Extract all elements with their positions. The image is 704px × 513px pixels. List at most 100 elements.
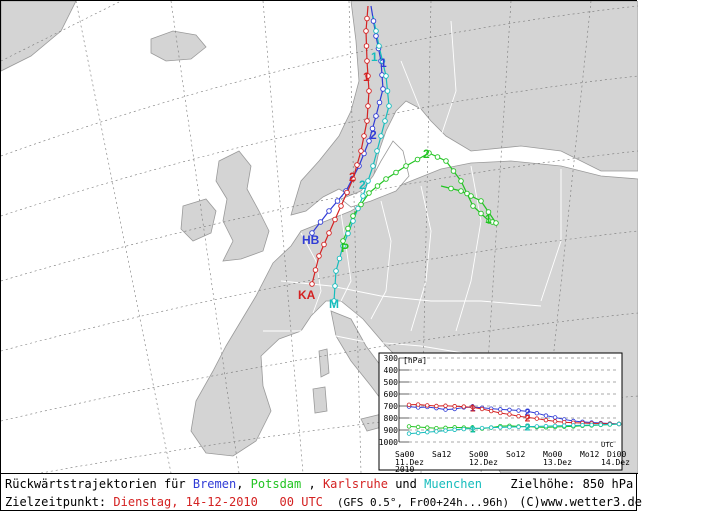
inset-series-point — [534, 424, 540, 429]
trajectory-point — [478, 210, 484, 217]
inset-series-point — [516, 424, 521, 430]
inset-series-point — [434, 403, 439, 409]
trajectory-point — [334, 198, 341, 204]
trajectory-point — [365, 73, 371, 79]
inset-series-point — [552, 415, 558, 420]
inset-series-point — [534, 411, 540, 416]
trajectory-point — [426, 150, 432, 156]
target-height: Zielhöhe: 850 hPa — [510, 477, 634, 491]
trajectory-point — [383, 176, 389, 182]
trajectory-point — [316, 253, 322, 259]
inset-y-tick-label: 800 — [384, 414, 399, 423]
inset-x-tick-label: So00 — [469, 450, 488, 459]
trajectory-point — [358, 148, 364, 154]
trajectory-point — [378, 133, 384, 139]
trajectory-point — [379, 58, 386, 64]
inset-x-tick-label: Sa12 — [432, 450, 451, 459]
label-karlsruhe: KA — [298, 288, 316, 302]
day-marker-potsdam-1: 1 — [485, 212, 492, 226]
inset-series-point — [470, 405, 476, 410]
inset-series-point — [415, 402, 421, 407]
trajectory-point — [370, 18, 377, 24]
inset-day-marker: 2 — [525, 407, 531, 418]
caption: Rückwärtstrajektorien für Bremen, Potsda… — [1, 473, 642, 512]
trajectory-point — [365, 178, 371, 184]
trajectory-point — [470, 203, 476, 209]
inset-series-point — [543, 413, 549, 418]
caption-title-prefix: Rückwärtstrajektorien für — [5, 477, 186, 491]
inset-y-tick-label: 700 — [384, 402, 399, 411]
label-muenchen: M — [329, 297, 339, 311]
trajectory-point — [366, 88, 372, 94]
trajectory-point — [365, 103, 371, 109]
trajectory-point — [434, 154, 441, 160]
country-borders — [263, 20, 562, 357]
inset-y-tick-label: 300 — [384, 354, 399, 363]
trajectory-point — [403, 163, 409, 169]
inset-series-point — [479, 425, 485, 431]
inset-y-tick-label: 500 — [384, 378, 399, 387]
target-time-value: Dienstag, 14-12-2010 00 UTC — [113, 495, 323, 509]
trajectory-point — [369, 125, 376, 132]
trajectory-point — [344, 189, 350, 196]
inset-series-point — [507, 407, 512, 413]
inset-series-point — [598, 422, 603, 427]
inset-series-point — [415, 430, 421, 436]
trajectory-point — [383, 73, 389, 79]
weather-map-frame: HB P KA M 1 2 1 2 1 2 1 2 300 400 500 600 70… — [0, 0, 642, 512]
inset-series-point — [479, 406, 485, 412]
trajectory-point — [493, 220, 499, 226]
inset-series-point — [415, 424, 421, 430]
trajectory-point — [464, 190, 470, 197]
copyright: (C)www.wetter3.de — [519, 495, 642, 509]
trajectory-point — [326, 208, 332, 214]
inset-day-marker: 2 — [525, 423, 531, 434]
inset-series-point — [470, 426, 476, 431]
trajectory-point — [363, 43, 370, 49]
inset-x-date-label: 13.Dez — [543, 458, 572, 467]
trajectory-point — [364, 118, 370, 124]
trajectory-point — [373, 113, 379, 119]
trajectory-point — [333, 268, 339, 274]
day-marker-karlsruhe-2: 2 — [349, 170, 356, 184]
inset-y-ticks: 300 400 500 600 700 800 900 1000 — [379, 354, 398, 447]
city-potsdam: Potsdam — [250, 477, 302, 491]
inset-series-point — [534, 416, 540, 421]
inset-series-point — [562, 419, 567, 425]
inset-series-point — [498, 407, 503, 412]
inset-series-point — [516, 414, 521, 419]
trajectory-point — [361, 133, 367, 139]
inset-x-tick-label: Mo12 — [580, 450, 599, 459]
inset-series-point — [525, 409, 530, 414]
trajectory-markers — [309, 15, 499, 304]
caption-and: und — [395, 477, 417, 491]
inset-series-point — [406, 424, 412, 429]
trajectory-point — [350, 213, 356, 219]
inset-y-tick-label: 1000 — [379, 438, 398, 447]
trajectory-point — [366, 138, 372, 144]
inset-x-date-label: 14.Dez — [601, 458, 630, 467]
trajectory-point — [468, 193, 474, 199]
inset-series-point — [443, 428, 448, 433]
inset-y-tick-label: 900 — [384, 426, 399, 435]
city-bremen: Bremen — [192, 477, 237, 491]
trajectory-point — [317, 219, 324, 225]
inset-y-tick-label: 400 — [384, 366, 399, 375]
trajectory-point — [374, 148, 380, 154]
inset-series-point — [425, 429, 430, 435]
inset-series-point — [552, 423, 558, 429]
day-marker-bremen-1: 1 — [380, 56, 387, 70]
inset-series-point — [589, 422, 594, 428]
city-karlsruhe: Karlsruhe — [322, 477, 388, 491]
trajectory-point — [309, 230, 315, 236]
trajectory-point — [376, 99, 383, 106]
inset-x-tick-label: Di00 — [607, 450, 626, 459]
inset-series-point — [406, 431, 412, 436]
trajectory-point — [355, 205, 361, 212]
inset-grid — [398, 357, 619, 443]
inset-x-tick-label: Sa00 — [395, 450, 414, 459]
day-marker-bremen-2: 2 — [370, 128, 377, 142]
inset-day-marker: 2 — [525, 413, 531, 424]
